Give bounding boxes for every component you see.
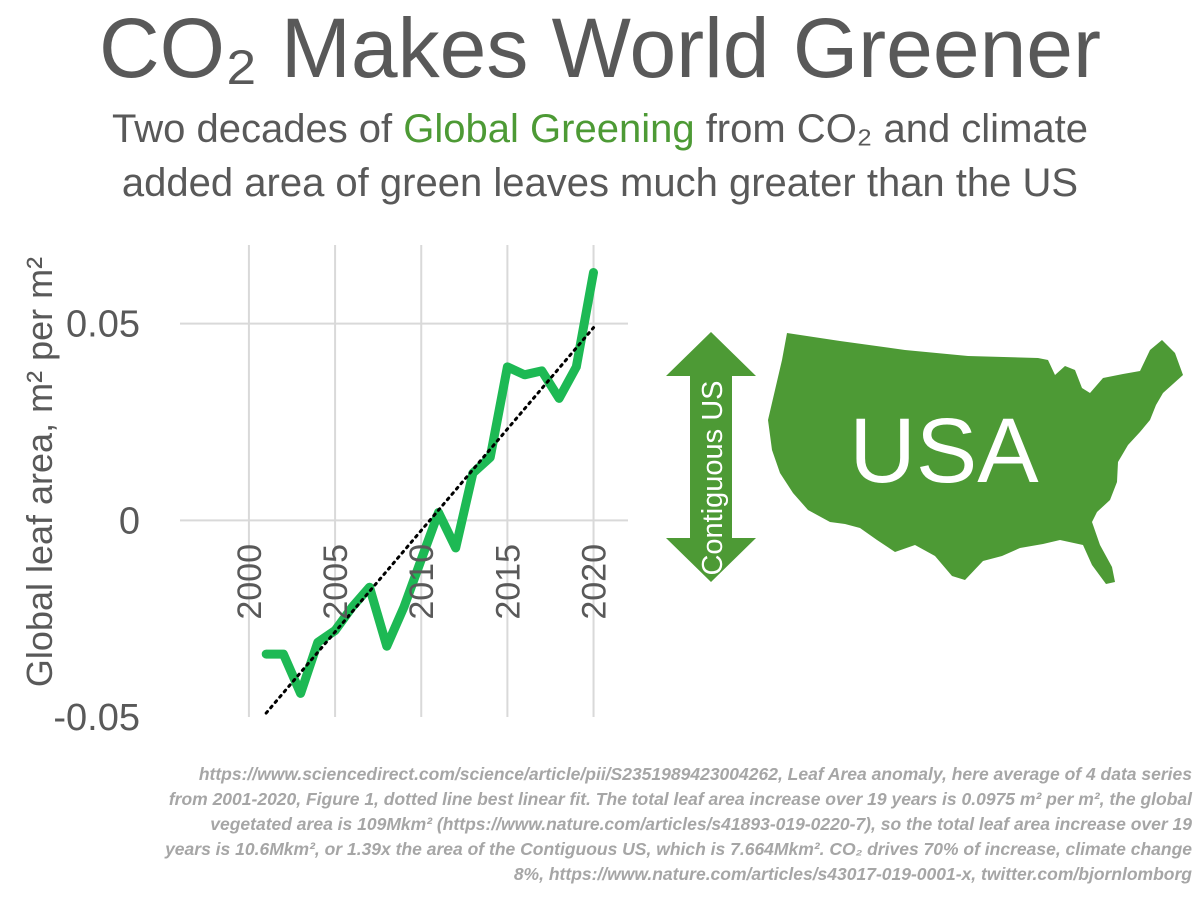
- usa-map-icon: [768, 333, 1183, 584]
- x-tick-label: 2005: [317, 544, 355, 620]
- double-arrow-icon: [666, 332, 756, 582]
- subtitle-prefix: Two decades of: [111, 107, 404, 151]
- x-tick-label: 2020: [576, 544, 614, 620]
- series-line-leaf-area: [261, 268, 598, 698]
- footnote-line: years is 10.6Mkm², or 1.39x the area of …: [165, 839, 1192, 859]
- chart-grid: [180, 245, 628, 717]
- footnote-line: https://www.sciencedirect.com/science/ar…: [198, 764, 1192, 784]
- y-axis-label: Global leaf area, m² per m²: [19, 257, 60, 687]
- chart-area: 0.05 0 -0.05 2000 2005 2010 2015 2020 Global le…: [19, 245, 1183, 739]
- subtitle-suffix: from CO₂ and climate: [694, 107, 1088, 151]
- source-footnote: https://www.sciencedirect.com/science/ar…: [12, 762, 1192, 887]
- y-tick-label: 0: [119, 500, 140, 542]
- page-title: CO₂ Makes World Greener: [98, 1, 1101, 95]
- chart-ticks: 0.05 0 -0.05 2000 2005 2010 2015 2020: [53, 304, 613, 739]
- footnote-line: 8%, https://www.nature.com/articles/s430…: [513, 864, 1192, 884]
- map-label: USA: [849, 400, 1039, 502]
- series-line-linear-fit: [264, 326, 596, 715]
- footnote-line: from 2001-2020, Figure 1, dotted line be…: [168, 789, 1192, 809]
- x-tick-label: 2015: [489, 544, 527, 620]
- arrow-label: Contiguous US: [697, 380, 729, 575]
- x-tick-label: 2010: [403, 544, 441, 620]
- footnote-line: vegetated area is 109Mkm² (https://www.n…: [210, 814, 1192, 834]
- y-tick-label: 0.05: [66, 304, 140, 346]
- subtitle-line-2: added area of green leaves much greater …: [121, 161, 1079, 205]
- subtitle-highlight: Global Greening: [403, 107, 695, 151]
- chart-series: [261, 268, 598, 715]
- subtitle-line-1: Two decades of Global Greening from CO₂ …: [0, 104, 1200, 154]
- y-tick-label: -0.05: [53, 697, 140, 739]
- x-tick-label: 2000: [231, 544, 269, 620]
